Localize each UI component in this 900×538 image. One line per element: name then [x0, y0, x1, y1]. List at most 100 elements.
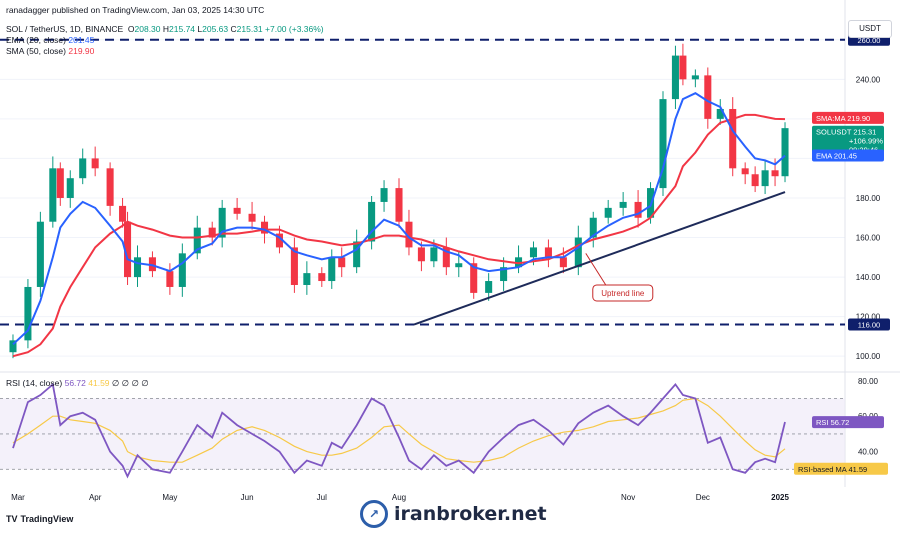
rsi-ma-line [12, 397, 786, 463]
time-tick-label: Jun [241, 493, 254, 502]
candle-body [166, 271, 174, 287]
candle-body [79, 158, 87, 179]
sma-tag: SMA:MA 219.90 [816, 114, 870, 123]
rsi-tag-bg [812, 416, 884, 429]
candle-body [353, 241, 361, 268]
rsi-ma-legend-value: 41.59 [88, 378, 110, 388]
ohlc-low-label: L [197, 24, 203, 34]
candle-body [679, 55, 687, 80]
candle-body [49, 168, 57, 222]
ohlc-high-label: H [162, 24, 170, 34]
time-tick-label: Dec [696, 493, 710, 502]
candle-body [455, 263, 463, 268]
candle-body [66, 178, 74, 198]
price-tick-label: 100.00 [856, 352, 881, 361]
sma-legend-label: SMA (50, close) [6, 46, 66, 56]
candle-body [574, 237, 582, 268]
level-tag-label: 116.00 [858, 321, 880, 330]
candle-body [91, 158, 99, 169]
price-tag-symbol: SOLUSDT 215.31 [816, 128, 876, 137]
rsi-line [12, 382, 786, 479]
rsi-tag: RSI 56.72 [816, 418, 849, 427]
sma-legend-row[interactable]: SMA (50, close) 219.90 [6, 46, 94, 56]
candle-body [470, 263, 478, 293]
candle-body [417, 247, 425, 262]
sma50-line [12, 113, 786, 358]
candle-body [589, 217, 597, 238]
symbol-title[interactable]: SOL / TetherUS, 1D, BINANCE [6, 24, 124, 34]
tradingview-logo[interactable]: TV TradingView [6, 514, 73, 524]
candle-body [218, 207, 226, 238]
tradingview-logo-text: TradingView [20, 514, 74, 524]
candle-body [248, 213, 256, 222]
price-tick-label: 120.00 [856, 313, 881, 322]
price-tick-label: 180.00 [856, 194, 881, 203]
sma-legend-value: 219.90 [68, 46, 95, 56]
rsi-legend-value: 56.72 [64, 378, 86, 388]
time-tick-label: 2025 [771, 493, 789, 502]
currency-badge[interactable]: USDT [848, 20, 892, 38]
rsi-legend-rest: ∅ ∅ ∅ ∅ [111, 378, 149, 388]
ema-tag: EMA 201.45 [816, 151, 857, 160]
candle-body [318, 273, 326, 282]
rsi-legend-label: RSI (14, close) [6, 378, 63, 388]
uptrend-callout-box [592, 284, 654, 302]
candle-body [178, 253, 186, 287]
ema-legend-value: 201.45 [68, 35, 95, 45]
candle-body [771, 170, 779, 177]
ohlc-open: 208.30 [134, 24, 161, 34]
publisher-note: ranadagger published on TradingView.com,… [6, 5, 265, 15]
candle-body [233, 207, 241, 214]
candle-body [485, 281, 493, 293]
ohlc-low: 205.63 [202, 24, 229, 34]
candle-body [395, 188, 403, 222]
sma-tag-bg [812, 111, 884, 124]
candle-body [741, 168, 749, 175]
candle-body [368, 201, 376, 242]
candle-body [338, 257, 346, 268]
price-tick-label: 140.00 [856, 273, 881, 282]
price-tick-label: 240.00 [856, 75, 881, 84]
level-tag-label: 260.00 [858, 36, 881, 45]
price-tag-bg [812, 125, 884, 156]
uptrend-callout-label: Uptrend line [601, 289, 645, 298]
time-tick-label: May [162, 493, 177, 502]
candle-body [751, 174, 759, 187]
rsi-legend-row[interactable]: RSI (14, close) 56.72 41.59 ∅ ∅ ∅ ∅ [6, 378, 149, 388]
candle-body [704, 75, 712, 119]
candle-body [193, 227, 201, 254]
candle-body [275, 233, 283, 248]
candle-body [24, 286, 32, 341]
candle-body [442, 247, 450, 268]
candle-body [133, 257, 142, 278]
price-tag-pct: +106.99% [849, 137, 883, 146]
candle-body [729, 108, 737, 169]
ohlc-close: 215.31 [236, 24, 263, 34]
ema-legend-label: EMA (20, close) [6, 35, 66, 45]
candle-body [380, 188, 388, 202]
candle-body [328, 257, 336, 282]
candle-body [36, 221, 44, 287]
tradingview-logo-icon: TV [6, 514, 18, 524]
candle-body [124, 221, 132, 278]
candle-body [303, 273, 311, 285]
ema-legend-row[interactable]: EMA (20, close) 201.45 [6, 35, 94, 45]
candle-body [671, 55, 679, 100]
price-tick-label: 160.00 [856, 234, 881, 243]
candle-body [781, 128, 789, 177]
candle-body [260, 221, 269, 234]
rsi-ma-tag-bg [794, 462, 888, 475]
candle-body [716, 108, 724, 119]
candle-body [119, 205, 127, 222]
level-tag-bg [848, 318, 890, 331]
uptrend-line [413, 191, 786, 326]
time-tick-label: Aug [392, 493, 406, 502]
candle-body [529, 247, 538, 258]
candle-body [106, 168, 114, 206]
candle-body [9, 340, 17, 353]
symbol-legend-row: SOL / TetherUS, 1D, BINANCE O208.30 H215… [6, 24, 324, 34]
rsi-tick-label: 40.00 [858, 448, 879, 457]
candle-body [634, 201, 642, 218]
